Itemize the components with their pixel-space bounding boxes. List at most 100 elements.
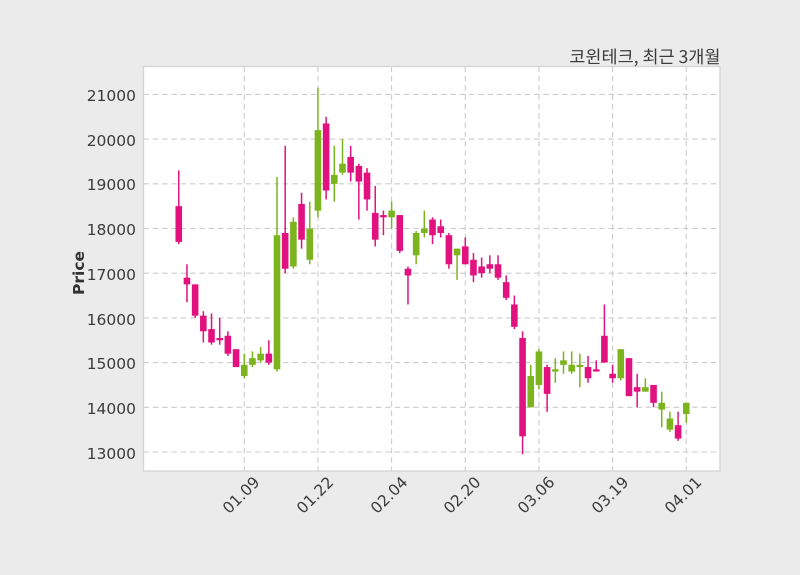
candle-3-body <box>200 315 207 332</box>
candle-49 <box>576 353 584 388</box>
candle-43-body <box>527 376 535 408</box>
candle-30-body <box>421 228 428 233</box>
candle-57 <box>642 378 649 392</box>
candle-58-body <box>650 384 657 403</box>
candle-48-body <box>568 364 575 372</box>
candle-61-body <box>674 425 682 439</box>
candle-0-body <box>175 206 183 242</box>
candle-56-body <box>633 387 641 392</box>
candle-23 <box>363 168 371 211</box>
y-tick-label-18000: 18000 <box>86 221 136 240</box>
candle-28-body <box>404 268 412 276</box>
candle-40-body <box>502 282 510 298</box>
candle-51-wick <box>595 360 597 372</box>
candle-55-body <box>625 358 633 397</box>
candle-4-body <box>208 329 215 343</box>
candle-32 <box>437 219 445 238</box>
y-tick-label-17000: 17000 <box>86 265 136 284</box>
candle-60 <box>666 411 674 432</box>
candle-19-body <box>331 174 338 184</box>
candle-20-wick <box>341 139 344 175</box>
candle-10 <box>257 346 264 363</box>
candle-44 <box>535 349 543 390</box>
candle-52 <box>601 304 608 363</box>
candle-34-wick <box>456 248 458 280</box>
candle-5 <box>216 317 224 345</box>
candle-60-body <box>666 418 674 430</box>
candle-37 <box>478 257 485 278</box>
candle-19-wick <box>333 145 336 202</box>
candle-30 <box>421 210 428 238</box>
candle-10-body <box>257 353 264 361</box>
candle-15-body <box>298 203 305 240</box>
candle-8-body <box>240 364 248 377</box>
candle-6 <box>224 331 232 356</box>
candle-31-body <box>429 219 436 236</box>
candle-46-body <box>552 369 559 372</box>
candle-35-body <box>461 246 469 265</box>
y-tick-label-16000: 16000 <box>86 310 136 329</box>
candle-27-body <box>396 215 404 251</box>
candle-15 <box>298 192 305 249</box>
candle-47 <box>560 351 567 374</box>
candle-49-body <box>576 364 584 368</box>
candle-9 <box>249 351 256 368</box>
y-tick-label-14000: 14000 <box>86 400 136 418</box>
candle-33-body <box>445 235 453 265</box>
candle-33 <box>445 232 453 269</box>
candle-56 <box>633 373 641 408</box>
candle-28-wick <box>407 266 409 305</box>
candle-26-body <box>388 210 395 218</box>
candle-24 <box>371 186 379 247</box>
candle-53-body <box>609 373 616 379</box>
candle-42 <box>519 331 526 455</box>
candle-50 <box>584 355 592 383</box>
candle-49-wick <box>579 353 581 388</box>
candle-11-wick <box>268 340 270 365</box>
candle-40 <box>502 275 510 301</box>
candle-51-body <box>592 369 600 372</box>
candle-52-wick <box>603 304 606 363</box>
candle-42-body <box>519 338 526 437</box>
candle-43 <box>527 364 535 408</box>
candle-5-wick <box>218 317 221 345</box>
candle-61 <box>674 411 682 441</box>
candle-13-wick <box>284 145 286 274</box>
candle-52-body <box>601 335 608 363</box>
candle-53 <box>609 364 616 383</box>
candle-59 <box>658 391 666 428</box>
candle-22 <box>355 163 363 220</box>
candle-53-wick <box>611 364 614 383</box>
candle-31 <box>429 217 436 245</box>
candle-41-body <box>511 304 518 327</box>
candle-19 <box>331 145 338 202</box>
candle-21 <box>347 145 354 182</box>
candle-22-body <box>355 165 363 182</box>
candle-12-body <box>273 235 281 370</box>
candle-13-body <box>281 232 289 269</box>
candle-45-body <box>543 367 551 394</box>
candle-7-body <box>232 349 240 368</box>
candle-0 <box>175 170 183 245</box>
candle-51 <box>592 360 600 372</box>
candle-32-body <box>437 226 445 233</box>
candle-46 <box>552 358 559 383</box>
candle-11-body <box>265 353 273 363</box>
candle-36 <box>470 253 477 283</box>
candle-54-body <box>617 349 625 379</box>
candle-21-body <box>347 156 354 173</box>
candle-50-body <box>584 367 592 379</box>
candle-54 <box>617 349 625 381</box>
candle-14-body <box>290 221 297 267</box>
chart-title <box>570 48 719 67</box>
candle-36-body <box>470 259 477 276</box>
plot-border <box>142 65 721 472</box>
candle-59-body <box>658 402 666 410</box>
candle-55 <box>625 358 633 397</box>
gridlines <box>143 66 720 471</box>
candle-13 <box>281 145 289 274</box>
candle-47-body <box>560 360 567 365</box>
candle-17-body <box>314 130 322 211</box>
candle-62 <box>682 402 690 423</box>
